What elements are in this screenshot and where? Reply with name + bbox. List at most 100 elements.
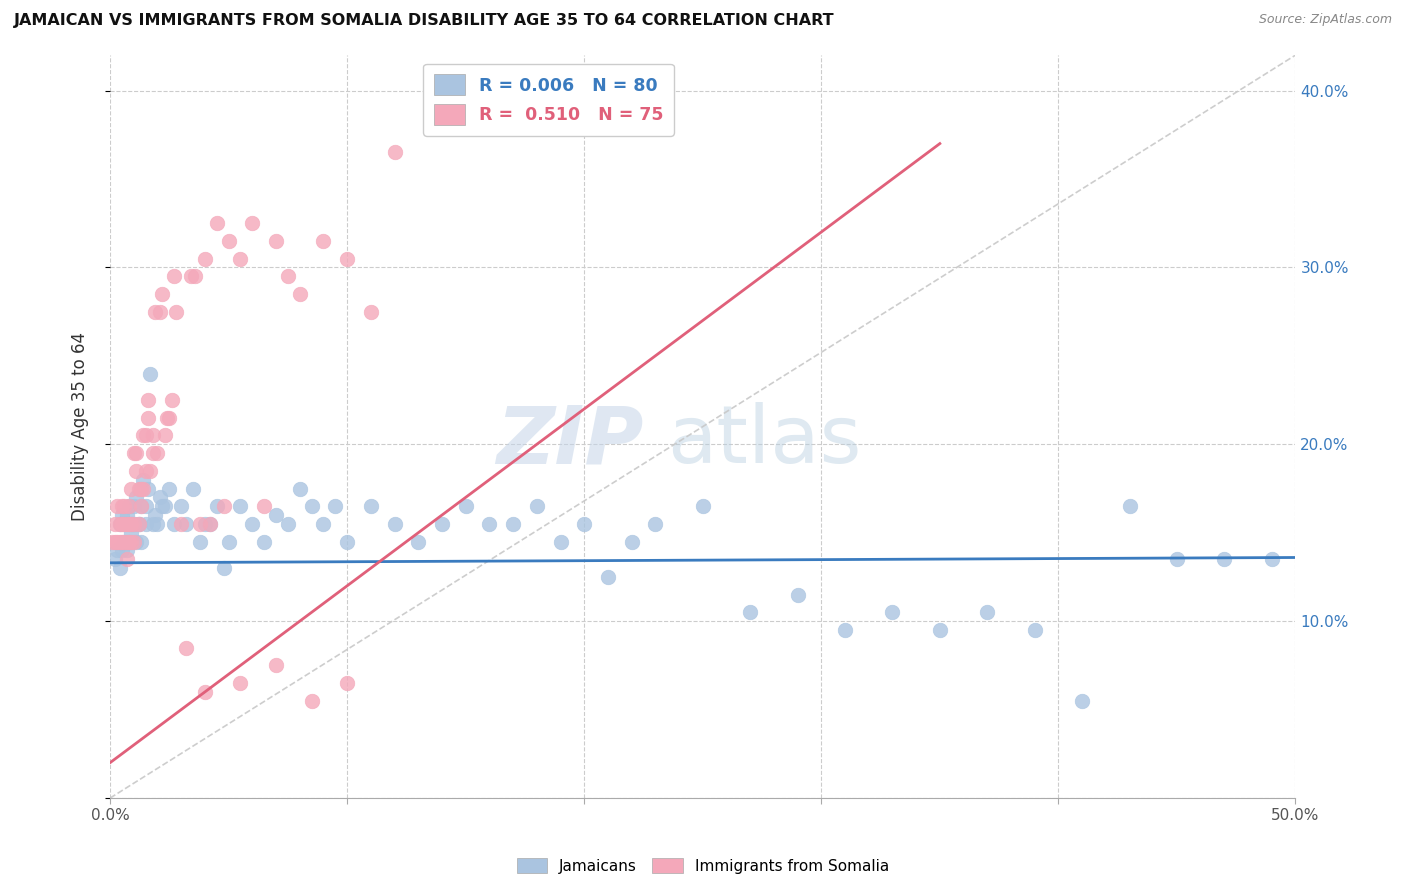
Point (301, 499, 323, 513)
Point (288, 287, 311, 301)
Point (112, 516, 135, 531)
Point (644, 516, 666, 531)
Point (118, 534, 141, 549)
Point (786, 588, 808, 602)
Point (118, 499, 141, 513)
Point (620, 534, 643, 549)
Point (104, 552, 127, 566)
Point (574, 516, 596, 531)
Point (336, 534, 359, 549)
Point (229, 499, 252, 513)
Point (301, 694, 323, 708)
Point (212, 499, 235, 513)
Point (194, 685, 217, 699)
Point (153, 499, 176, 513)
Point (194, 516, 217, 531)
Point (156, 410, 179, 425)
Point (229, 676, 252, 690)
Point (129, 534, 152, 549)
Point (115, 508, 138, 522)
Point (143, 508, 166, 522)
Point (157, 410, 180, 425)
Point (1166, 552, 1188, 566)
Point (115, 543, 138, 558)
Point (105, 499, 128, 513)
Point (108, 516, 131, 531)
Point (132, 473, 155, 487)
Point (928, 623, 950, 637)
Point (157, 482, 180, 496)
Point (163, 516, 186, 531)
Point (205, 499, 228, 513)
Point (146, 516, 169, 531)
Point (125, 446, 148, 460)
Point (384, 516, 406, 531)
Point (129, 482, 152, 496)
Point (112, 534, 135, 549)
Text: ZIP: ZIP (496, 402, 644, 481)
Point (111, 516, 134, 531)
Point (135, 464, 157, 478)
Point (229, 252, 252, 266)
Point (122, 516, 145, 531)
Point (128, 482, 150, 496)
Point (120, 482, 142, 496)
Point (174, 640, 197, 655)
Point (120, 516, 142, 531)
Point (384, 145, 406, 160)
Text: atlas: atlas (668, 402, 862, 481)
Point (139, 367, 162, 381)
Point (194, 252, 217, 266)
Point (118, 534, 141, 549)
Point (153, 428, 176, 442)
Point (218, 234, 240, 248)
Point (135, 516, 157, 531)
Point (882, 605, 904, 619)
Legend: Jamaicans, Immigrants from Somalia: Jamaicans, Immigrants from Somalia (510, 852, 896, 880)
Point (692, 499, 714, 513)
Point (146, 446, 169, 460)
Point (118, 499, 141, 513)
Point (129, 499, 152, 513)
Point (336, 252, 359, 266)
Point (198, 516, 221, 531)
Point (136, 482, 159, 496)
Point (166, 304, 188, 318)
Point (264, 508, 287, 522)
Point (976, 605, 998, 619)
Point (323, 499, 346, 513)
Text: JAMAICAN VS IMMIGRANTS FROM SOMALIA DISABILITY AGE 35 TO 64 CORRELATION CHART: JAMAICAN VS IMMIGRANTS FROM SOMALIA DISA… (14, 13, 835, 29)
Point (139, 464, 162, 478)
Point (1261, 552, 1284, 566)
Point (1118, 499, 1140, 513)
Point (478, 516, 501, 531)
Point (150, 499, 173, 513)
Point (205, 216, 228, 230)
Point (111, 508, 134, 522)
Point (150, 287, 173, 301)
Point (149, 491, 172, 505)
Point (188, 534, 211, 549)
Point (360, 304, 382, 318)
Point (142, 516, 165, 531)
Point (170, 516, 193, 531)
Point (125, 464, 148, 478)
Point (111, 499, 134, 513)
Point (834, 623, 856, 637)
Point (122, 499, 145, 513)
Point (120, 525, 142, 540)
Point (336, 676, 359, 690)
Point (128, 516, 150, 531)
Point (132, 428, 155, 442)
Point (108, 534, 131, 549)
Point (184, 269, 207, 284)
Point (454, 499, 477, 513)
Point (1213, 552, 1236, 566)
Point (143, 304, 166, 318)
Point (740, 605, 762, 619)
Point (240, 216, 263, 230)
Point (115, 534, 138, 549)
Point (112, 516, 135, 531)
Point (104, 534, 127, 549)
Point (142, 428, 165, 442)
